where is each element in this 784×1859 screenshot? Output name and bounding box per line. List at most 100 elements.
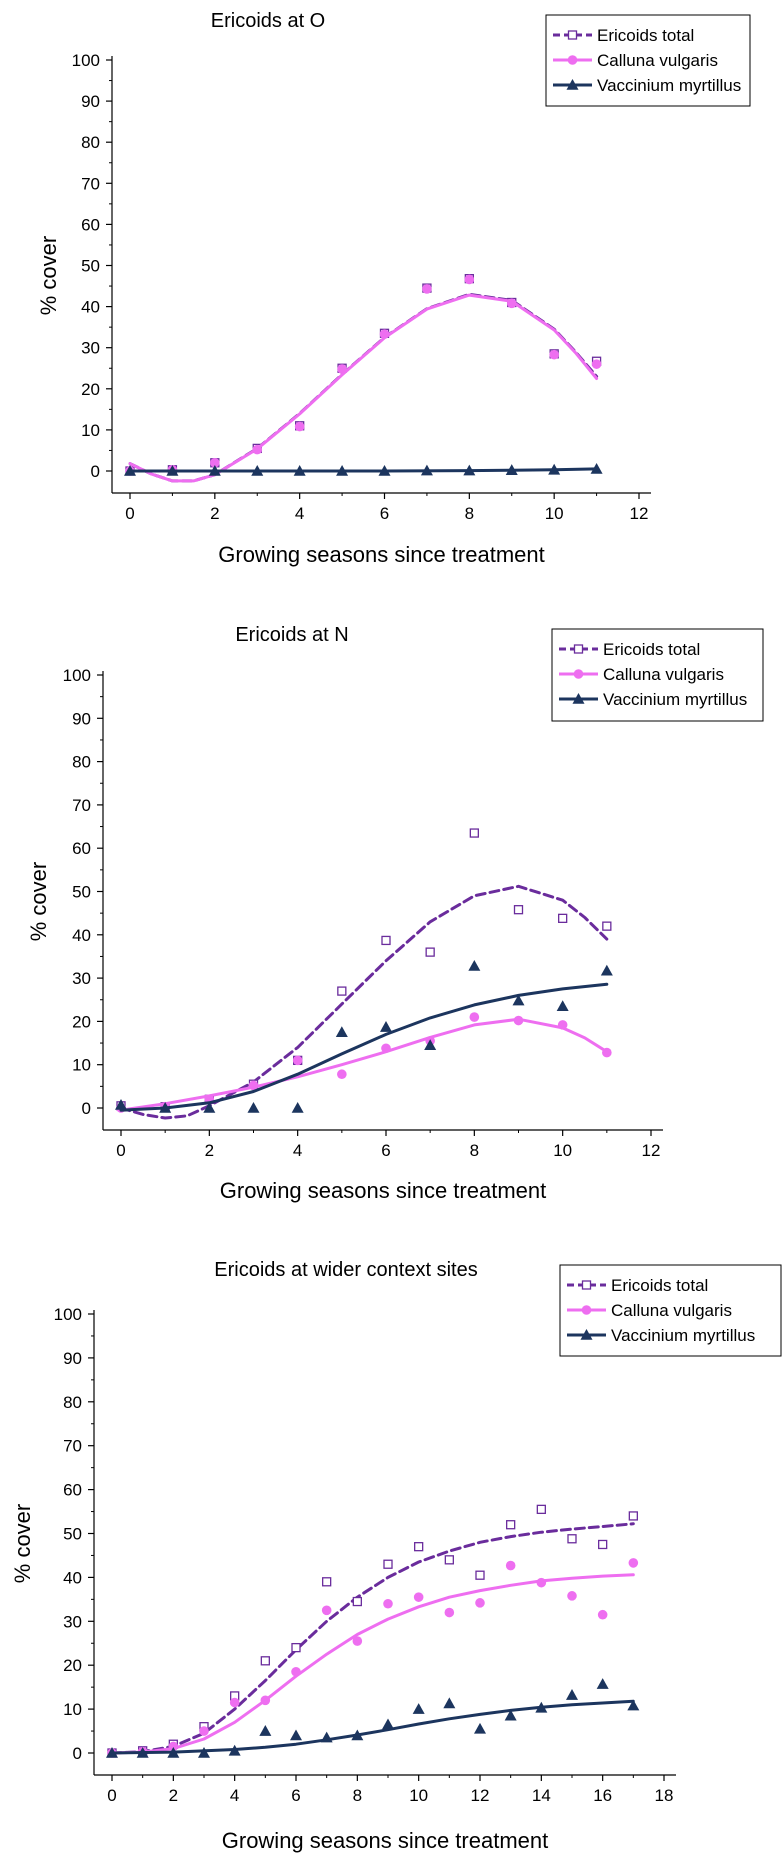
- data-point: [381, 935, 391, 946]
- fit-line: [110, 1699, 635, 1755]
- y-tick-label: 0: [82, 1099, 91, 1118]
- data-point: [247, 1102, 260, 1113]
- axes: [102, 671, 663, 1131]
- data-point: [424, 1039, 437, 1051]
- series-vaccinium-myrtillus: [115, 959, 613, 1113]
- y-tick-label: 10: [63, 1700, 82, 1719]
- data-point: [469, 828, 479, 838]
- data-point: [199, 1726, 209, 1736]
- y-tick-label: 60: [72, 839, 91, 858]
- legend-marker: [581, 1280, 592, 1290]
- legend: Ericoids total Calluna vulgaris Vaccinium …: [545, 14, 751, 107]
- y-tick-label: 30: [63, 1612, 82, 1631]
- data-point: [474, 1722, 486, 1734]
- data-point: [208, 465, 221, 476]
- x-tick-label: 8: [353, 1786, 362, 1805]
- data-point: [337, 986, 347, 996]
- y-tick-label: 0: [73, 1744, 82, 1763]
- data-point: [251, 465, 264, 476]
- y-tick-label: 90: [81, 92, 100, 111]
- y-axis-label: % cover: [36, 236, 61, 315]
- axes: [111, 56, 651, 494]
- legend: Ericoids total Calluna vulgaris Vaccinium …: [559, 1264, 782, 1357]
- data-point: [628, 1558, 639, 1568]
- x-tick-label: 2: [205, 1141, 214, 1160]
- y-tick-label: 30: [72, 969, 91, 988]
- data-point: [512, 994, 525, 1006]
- data-point: [422, 284, 432, 294]
- x-tick-label: 4: [295, 504, 304, 523]
- x-axis-label: Growing seasons since treatment: [222, 1828, 549, 1853]
- data-point: [136, 1747, 149, 1758]
- data-point: [567, 1534, 577, 1544]
- y-tick-label: 50: [72, 883, 91, 902]
- x-tick-label: 4: [293, 1141, 302, 1160]
- data-point: [383, 1598, 393, 1609]
- x-tick-label: 4: [230, 1786, 239, 1805]
- data-point: [567, 1591, 577, 1601]
- data-point: [513, 905, 524, 915]
- data-point: [293, 465, 306, 476]
- y-tick-label: 0: [91, 462, 100, 481]
- series-calluna-vulgaris: [125, 274, 602, 483]
- data-point: [159, 1102, 172, 1113]
- x-tick-label: 10: [545, 504, 564, 523]
- series-ericoids-total: [125, 274, 602, 483]
- y-tick-label: 70: [63, 1437, 82, 1456]
- data-point: [536, 1577, 547, 1588]
- x-tick-label: 2: [169, 1786, 178, 1805]
- data-point: [600, 964, 613, 976]
- legend-marker: [567, 55, 578, 65]
- data-point: [381, 1043, 391, 1054]
- y-tick-label: 20: [81, 380, 100, 399]
- legend-label: Calluna vulgaris: [597, 51, 718, 70]
- data-point: [383, 1559, 393, 1569]
- data-point: [475, 1570, 485, 1580]
- data-point: [590, 462, 603, 474]
- y-tick-label: 60: [63, 1481, 82, 1500]
- legend-marker: [567, 30, 578, 40]
- legend-label: Ericoids total: [597, 26, 694, 45]
- legend-marker: [581, 1305, 592, 1315]
- x-tick-label: 6: [291, 1786, 300, 1805]
- chart-title: Ericoids at wider context sites: [214, 1259, 477, 1281]
- chart-panel-1: Ericoids at O 0 10 20 30 40 50 60 70 80 90 100 0 2 4 6 8…: [36, 10, 751, 567]
- data-point: [322, 1577, 332, 1587]
- series-vaccinium-myrtillus: [106, 1678, 640, 1758]
- data-point: [425, 947, 435, 957]
- x-tick-label: 0: [125, 504, 134, 523]
- x-tick-label: 12: [642, 1141, 661, 1160]
- y-tick-label: 10: [72, 1056, 91, 1075]
- data-point: [628, 1511, 638, 1521]
- data-point: [414, 1542, 424, 1552]
- data-point: [591, 359, 602, 369]
- data-point: [352, 1636, 363, 1646]
- x-tick-label: 0: [116, 1141, 125, 1160]
- legend-label: Calluna vulgaris: [611, 1301, 732, 1320]
- y-tick-label: 40: [81, 298, 100, 317]
- y-tick-label: 40: [72, 926, 91, 945]
- data-point: [444, 1607, 455, 1618]
- x-tick-label: 8: [470, 1141, 479, 1160]
- x-tick-label: 6: [381, 1141, 390, 1160]
- fit-line: [128, 467, 599, 473]
- data-point: [168, 1741, 179, 1752]
- data-point: [475, 1598, 485, 1608]
- data-point: [321, 1605, 332, 1616]
- y-tick-label: 80: [81, 133, 100, 152]
- legend-label: Vaccinium myrtillus: [597, 76, 741, 95]
- data-point: [505, 1560, 516, 1571]
- x-tick-label: 12: [630, 504, 649, 523]
- x-tick-label: 8: [465, 504, 474, 523]
- data-point: [382, 1718, 394, 1730]
- data-point: [352, 1596, 362, 1607]
- data-point: [378, 465, 391, 476]
- data-point: [443, 1697, 456, 1709]
- data-point: [259, 1725, 272, 1736]
- data-point: [291, 1666, 301, 1677]
- legend-marker: [573, 644, 584, 654]
- y-tick-label: 20: [72, 1012, 91, 1031]
- chart-title: Ericoids at N: [235, 624, 348, 646]
- fit-line: [128, 292, 599, 483]
